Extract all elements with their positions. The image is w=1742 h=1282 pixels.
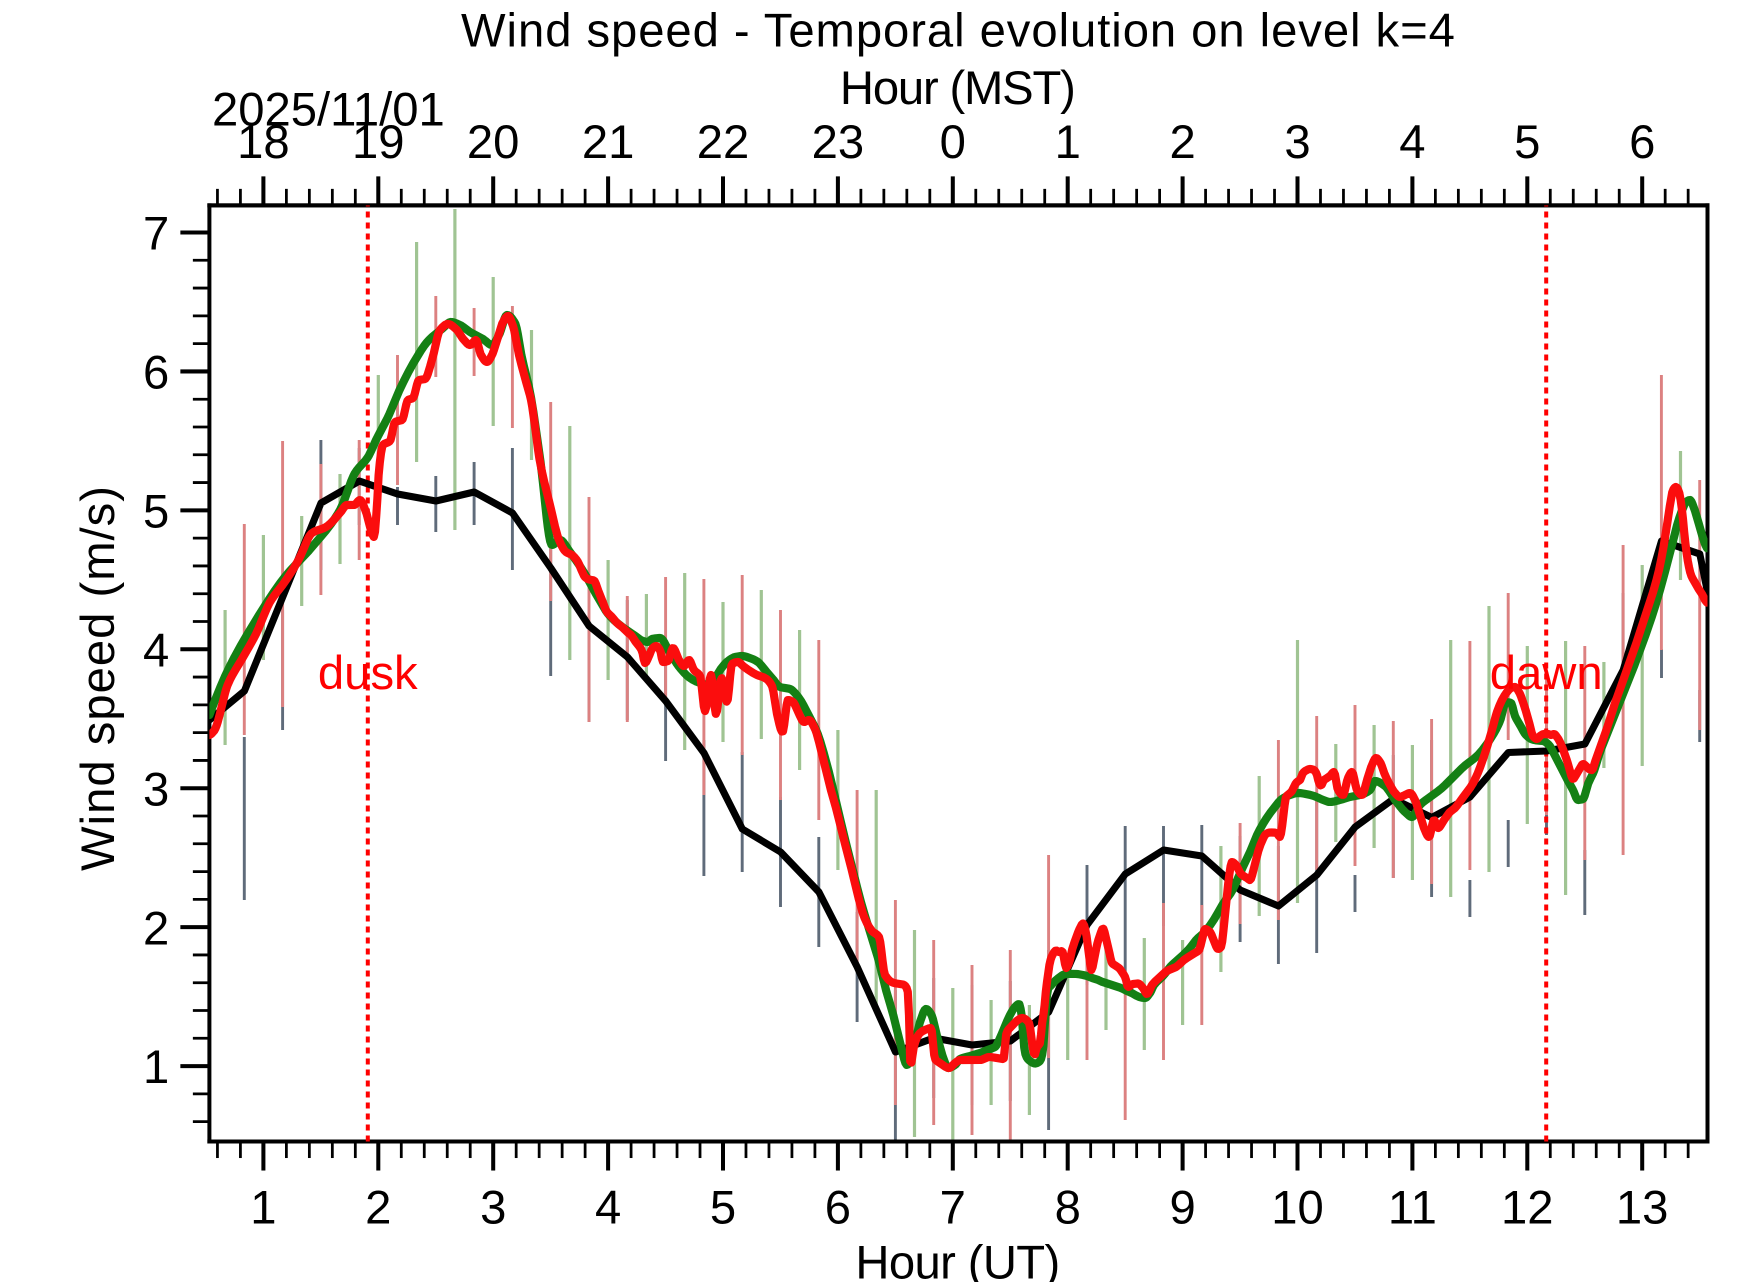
svg-text:21: 21 (582, 116, 635, 169)
svg-text:19: 19 (352, 116, 405, 169)
svg-text:20: 20 (467, 116, 520, 169)
svg-text:4: 4 (595, 1181, 621, 1234)
svg-text:dusk: dusk (318, 647, 418, 700)
svg-text:12: 12 (1501, 1181, 1554, 1234)
svg-text:1: 1 (1055, 116, 1081, 169)
svg-text:5: 5 (1514, 116, 1540, 169)
svg-text:22: 22 (697, 116, 750, 169)
svg-text:6: 6 (825, 1181, 851, 1234)
svg-text:6: 6 (143, 347, 169, 400)
svg-text:Hour (UT): Hour (UT) (855, 1237, 1059, 1282)
svg-text:3: 3 (143, 763, 169, 816)
svg-text:3: 3 (480, 1181, 506, 1234)
svg-text:18: 18 (237, 116, 290, 169)
svg-text:9: 9 (1169, 1181, 1195, 1234)
svg-text:1: 1 (143, 1041, 169, 1094)
svg-text:5: 5 (710, 1181, 736, 1234)
svg-text:11: 11 (1388, 1181, 1437, 1234)
svg-text:8: 8 (1055, 1181, 1081, 1234)
svg-text:7: 7 (143, 208, 169, 261)
svg-text:5: 5 (143, 485, 169, 538)
svg-text:0: 0 (940, 116, 966, 169)
svg-text:dawn: dawn (1490, 647, 1603, 700)
svg-text:1: 1 (250, 1181, 276, 1234)
svg-text:6: 6 (1629, 116, 1655, 169)
svg-text:Wind speed (m/s): Wind speed (m/s) (72, 485, 125, 871)
svg-text:13: 13 (1616, 1181, 1669, 1234)
svg-text:7: 7 (940, 1181, 966, 1234)
svg-text:2: 2 (365, 1181, 391, 1234)
svg-text:Hour (MST): Hour (MST) (840, 62, 1075, 115)
svg-text:4: 4 (1399, 116, 1425, 169)
svg-text:10: 10 (1271, 1181, 1324, 1234)
svg-text:2025/11/01: 2025/11/01 (212, 84, 445, 137)
svg-text:Wind speed - Temporal evolutio: Wind speed - Temporal evolution on level… (461, 5, 1456, 58)
svg-text:2: 2 (143, 902, 169, 955)
svg-text:4: 4 (143, 624, 169, 677)
svg-text:3: 3 (1284, 116, 1310, 169)
svg-text:23: 23 (812, 116, 865, 169)
svg-text:2: 2 (1169, 116, 1195, 169)
